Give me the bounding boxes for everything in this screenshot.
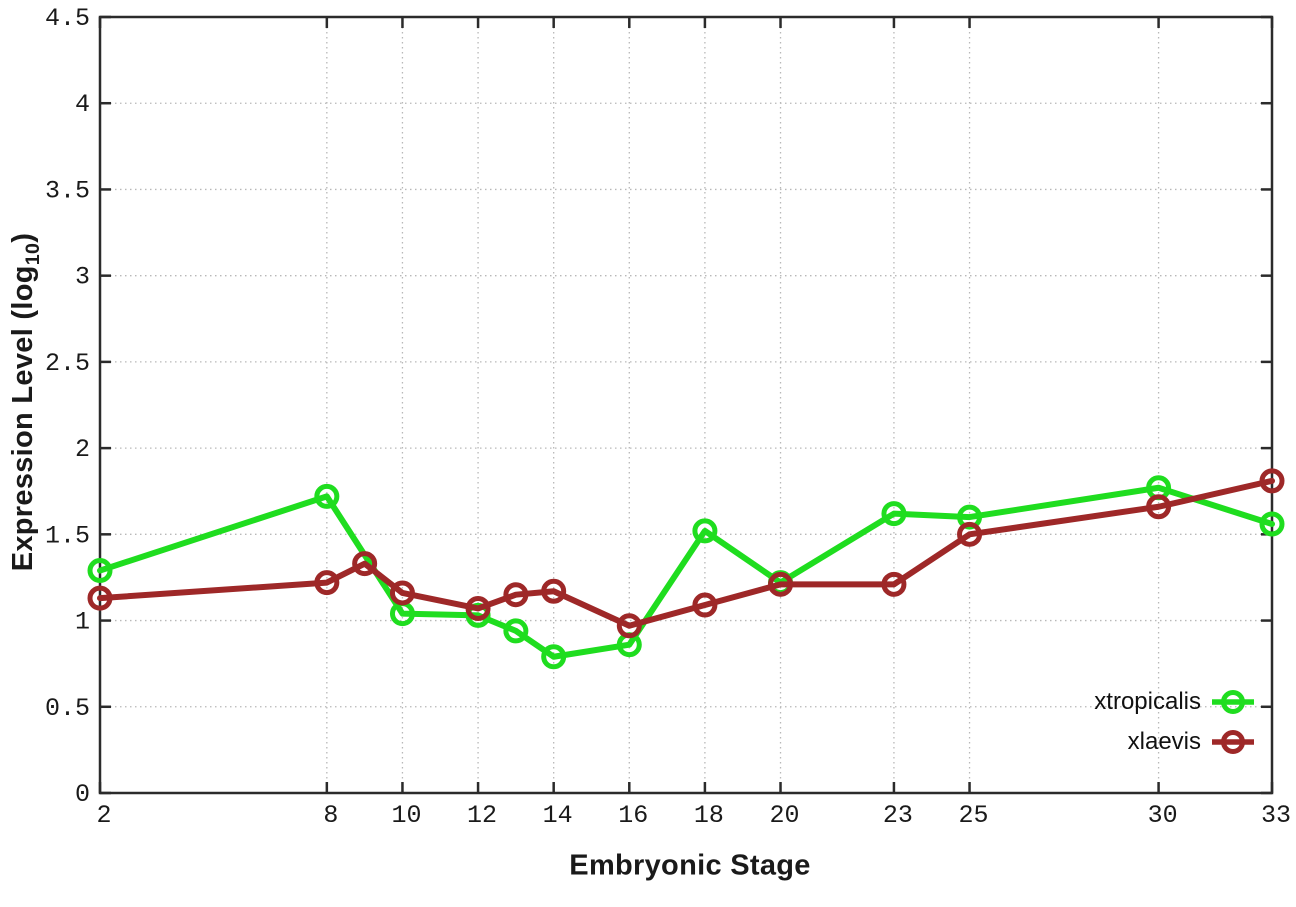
svg-text:12: 12 [467, 801, 497, 830]
svg-text:33: 33 [1261, 801, 1291, 830]
svg-text:30: 30 [1148, 801, 1178, 830]
svg-text:2.5: 2.5 [45, 349, 90, 378]
y-axis-title-text: Expression Level (log [7, 265, 40, 572]
svg-text:18: 18 [694, 801, 724, 830]
legend-label: xlaevis [1127, 728, 1201, 755]
y-axis-title-close: ) [7, 232, 40, 243]
svg-text:2: 2 [96, 801, 111, 830]
y-axis-title: Expression Level (log10) [7, 233, 45, 572]
svg-text:23: 23 [883, 801, 913, 830]
svg-text:16: 16 [618, 801, 648, 830]
legend-item-xtropicalis: xtropicalis [1094, 682, 1254, 722]
svg-text:4.5: 4.5 [45, 4, 90, 33]
legend-label: xtropicalis [1094, 688, 1201, 715]
x-axis-title: Embryonic Stage [569, 849, 811, 882]
svg-text:0.5: 0.5 [45, 694, 90, 723]
series-marker-icon [1212, 690, 1254, 714]
svg-text:8: 8 [323, 801, 338, 830]
legend: xtropicalis xlaevis [1094, 682, 1254, 762]
svg-text:20: 20 [770, 801, 800, 830]
svg-text:3.5: 3.5 [45, 176, 90, 205]
svg-text:3: 3 [75, 263, 90, 292]
y-axis-title-subscript: 10 [21, 242, 44, 266]
svg-text:0: 0 [75, 780, 90, 809]
svg-text:2: 2 [75, 435, 90, 464]
svg-text:10: 10 [391, 801, 421, 830]
svg-text:25: 25 [959, 801, 989, 830]
legend-item-xlaevis: xlaevis [1094, 722, 1254, 762]
svg-text:4: 4 [75, 90, 90, 119]
series-marker-icon [1212, 730, 1254, 754]
svg-text:1: 1 [75, 608, 90, 637]
svg-text:1.5: 1.5 [45, 521, 90, 550]
svg-text:14: 14 [543, 801, 573, 830]
